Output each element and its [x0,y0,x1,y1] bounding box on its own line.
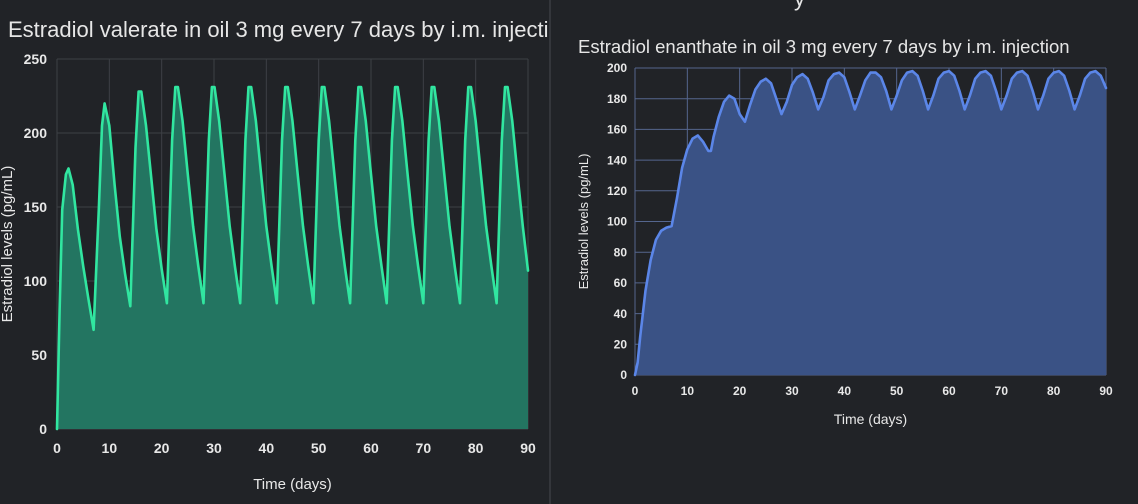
y-tick-label: 50 [31,347,47,363]
series-line[interactable] [55,85,530,431]
x-tick-label: 20 [733,384,747,398]
y-tick-label: 0 [620,368,627,382]
x-axis-label: Time (days) [253,476,332,493]
x-tick-label: 10 [681,384,695,398]
chart-valerate[interactable]: 0 10 20 30 40 50 60 70 80 90 0 50 100 150 200 250 Time (… [0,0,549,504]
y-tick-label: 200 [607,61,627,75]
x-tick-label: 60 [363,440,379,456]
y-tick-label: 20 [614,338,628,352]
y-tick-label: 100 [607,215,627,229]
x-tick-label: 40 [259,440,275,456]
chart-title: Estradiol valerate in oil 3 mg every 7 d… [8,17,573,42]
x-tick-label: 60 [942,384,956,398]
x-tick-label: 0 [53,440,61,456]
y-tick-label: 150 [24,199,48,215]
x-axis-label: Time (days) [834,411,907,427]
series-line[interactable] [633,69,1108,377]
x-tick-label: 0 [632,384,639,398]
y-tick-label: 250 [24,51,48,67]
y-tick-label: 40 [614,307,628,321]
series-area [635,71,1106,375]
x-tick-label: 90 [1099,384,1113,398]
y-tick-label: 140 [607,153,627,167]
y-axis-label: Estradiol levels (pg/mL) [0,166,16,323]
series-area [57,87,528,429]
x-tick-label: 80 [1047,384,1061,398]
chart-panel-enanthate: Estradiol enanthate in oil 3 mg every 7 … [551,0,1138,504]
y-tick-label: 180 [607,92,627,106]
y-axis-label: Estradiol levels (pg/mL) [576,154,591,290]
y-tick-label: 120 [607,184,627,198]
y-tick-label: 100 [24,273,48,289]
chart-title: Estradiol enanthate in oil 3 mg every 7 … [578,36,1070,57]
cut-off-heading: y [794,0,805,12]
panel-divider [549,0,551,504]
x-tick-label: 70 [416,440,432,456]
chart-enanthate[interactable]: 0 10 20 30 40 50 60 70 80 90 0 20 40 60 80 100 120 140 160… [551,0,1138,504]
x-tick-label: 50 [311,440,327,456]
x-tick-label: 20 [154,440,170,456]
x-tick-label: 50 [890,384,904,398]
y-tick-label: 80 [614,245,628,259]
y-tick-label: 160 [607,123,627,137]
x-tick-label: 70 [995,384,1009,398]
y-tick-label: 60 [614,276,628,290]
x-tick-label: 30 [785,384,799,398]
x-tick-label: 80 [468,440,484,456]
x-tick-label: 90 [520,440,536,456]
chart-panel-valerate: Estradiol valerate in oil 3 mg every 7 d… [0,0,573,504]
y-tick-label: 200 [24,125,48,141]
x-tick-label: 30 [206,440,222,456]
y-tick-label: 0 [39,421,47,437]
x-tick-label: 40 [838,384,852,398]
x-tick-label: 10 [102,440,118,456]
